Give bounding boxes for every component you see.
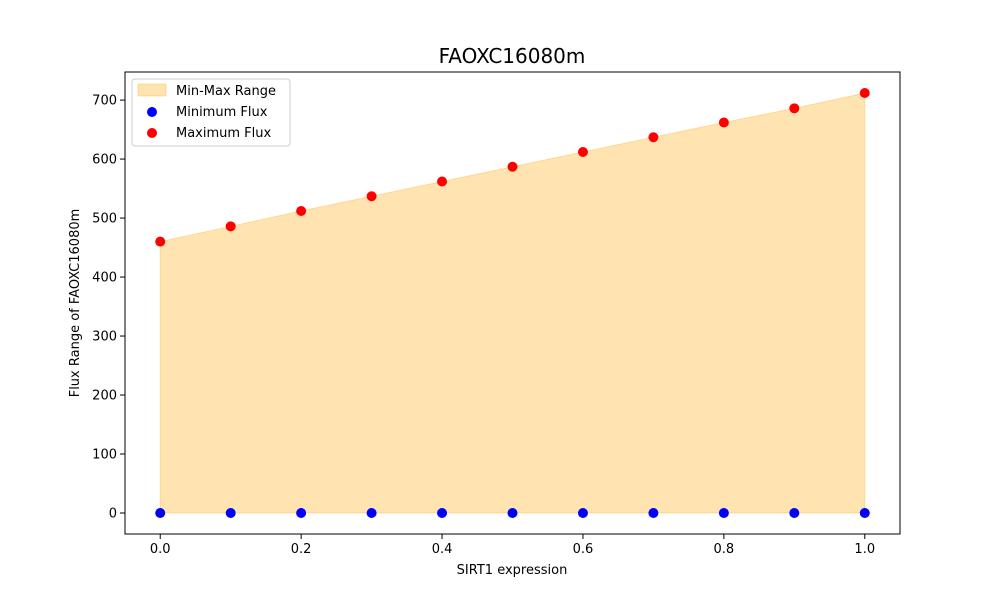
axes-frame (124, 71, 901, 535)
y-tick-label: 700 (92, 94, 117, 109)
max-flux-point (155, 236, 166, 247)
x-tick-label: 0.0 (150, 542, 171, 557)
min-flux-point (718, 508, 729, 518)
y-tick-label: 300 (92, 330, 117, 345)
y-tick-label: 500 (92, 212, 117, 227)
x-tick-label: 0.8 (714, 542, 735, 557)
min-flux-point (296, 508, 307, 518)
legend-label-range: Min-Max Range (176, 84, 276, 99)
plot-area (155, 88, 870, 518)
x-tick-label: 0.4 (432, 542, 453, 557)
max-flux-point (507, 161, 518, 172)
max-flux-point (648, 132, 659, 143)
legend-label-max: Maximum Flux (176, 126, 272, 141)
max-flux-point (577, 146, 588, 157)
min-flux-point (366, 508, 377, 518)
x-tick-label: 0.6 (573, 542, 594, 557)
legend: Min-Max Range Minimum Flux Maximum Flux (131, 78, 291, 147)
legend-box (131, 78, 291, 147)
min-flux-point (437, 508, 448, 518)
min-flux-point (225, 508, 236, 518)
max-flux-point (296, 205, 307, 216)
max-flux-point (859, 88, 870, 98)
legend-label-min: Minimum Flux (176, 105, 268, 120)
legend-marker-min (147, 107, 157, 117)
y-tick-label: 100 (92, 448, 117, 463)
y-axis: 0 100 200 300 400 500 600 700 (92, 94, 125, 522)
min-flux-point (155, 508, 166, 518)
x-tick-label: 0.2 (291, 542, 312, 557)
legend-swatch-range (137, 83, 167, 97)
y-tick-label: 600 (92, 153, 117, 168)
x-axis-label: SIRT1 expression (457, 563, 568, 578)
min-flux-point (648, 508, 659, 518)
y-tick-label: 400 (92, 271, 117, 286)
chart-title: FAOXC16080m (439, 44, 586, 68)
legend-marker-max (147, 128, 157, 138)
y-tick-label: 200 (92, 389, 117, 404)
min-flux-point (507, 508, 518, 518)
max-flux-point (718, 117, 729, 128)
max-flux-point (789, 103, 800, 114)
max-flux-point (366, 191, 377, 202)
min-flux-point (789, 508, 800, 518)
max-flux-point (437, 176, 448, 187)
y-axis-label: Flux Range of FAOXC16080m (68, 209, 83, 398)
min-flux-point (859, 508, 870, 518)
min-flux-point (577, 508, 588, 518)
x-tick-label: 1.0 (854, 542, 875, 557)
x-axis: 0.0 0.2 0.4 0.6 0.8 1.0 (150, 534, 875, 557)
max-flux-point (225, 221, 236, 232)
y-tick-label: 0 (109, 507, 117, 522)
